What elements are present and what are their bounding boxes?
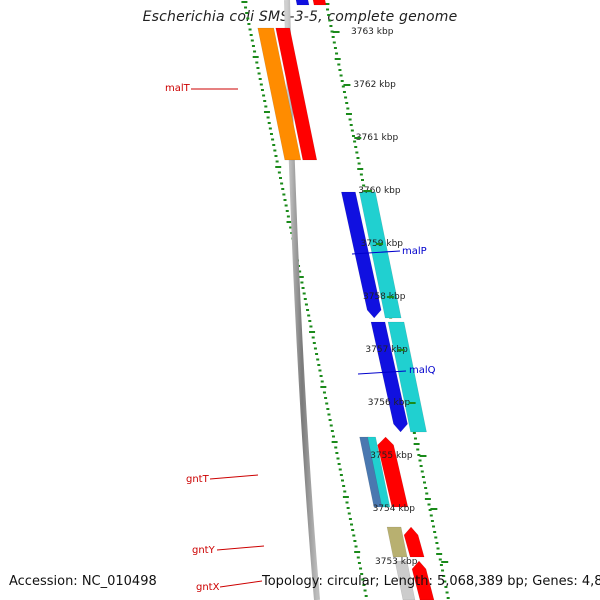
accession-text: Accession: NC_010498: [9, 574, 157, 589]
gene-label-malQ: malQ: [409, 365, 436, 376]
tick-label: 3755 kbp: [370, 451, 413, 461]
tick-label: 3756 kbp: [368, 398, 411, 408]
gene-label-leader: [351, 250, 401, 255]
gene-gntX-red: [411, 560, 435, 600]
gene-malQ-cyan: [387, 321, 427, 433]
gene-label-leader: [216, 545, 265, 551]
gene-label-malT: malT: [165, 83, 191, 94]
tick-label: 3754 kbp: [373, 504, 416, 514]
gene-gntT-cyan: [367, 436, 391, 508]
gene-label-gntX: gntX: [196, 582, 220, 593]
genome-summary-text: Topology: circular; Length: 5,068,389 bp…: [262, 574, 600, 589]
gene-label-leader: [219, 580, 263, 588]
gene-maltT-orange: [257, 27, 302, 161]
tick-label: 3753 kbp: [375, 557, 418, 567]
gene-label-gntY: gntY: [192, 545, 216, 556]
tick-label: 3761 kbp: [356, 133, 399, 143]
gene-gntX-grey: [394, 560, 416, 600]
gene-label-gntT: gntT: [186, 474, 210, 485]
gene-malQ-blue: [370, 321, 408, 433]
tick-label: 3763 kbp: [351, 27, 394, 37]
gene-label-leader: [209, 474, 259, 480]
gene-maltT-red: [275, 27, 318, 161]
tick-label: 3762 kbp: [353, 80, 396, 90]
gene-gntY-red: [403, 526, 425, 558]
gene-top-red: [312, 0, 327, 6]
tick-label: 3757 kbp: [365, 345, 408, 355]
gene-gntT-red: [377, 436, 409, 508]
genome-title: Escherichia coli SMS-3-5, complete genom…: [142, 9, 458, 25]
tick-label: 3760 kbp: [358, 186, 401, 196]
gene-gntY-khaki: [386, 526, 408, 558]
tick-label: 3758 kbp: [363, 292, 406, 302]
gene-label-malP: malP: [402, 246, 427, 257]
gene-top-blue: [295, 0, 310, 6]
gene-label-leader: [357, 370, 407, 375]
gene-malP-blue: [341, 191, 382, 319]
